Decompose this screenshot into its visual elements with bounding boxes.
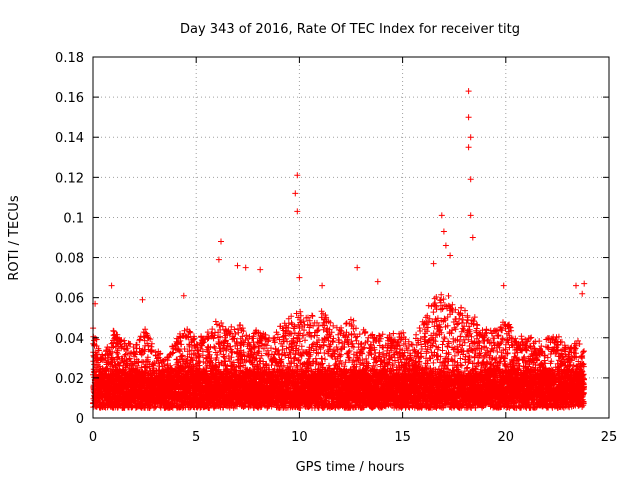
x-tick-label: 10 <box>291 430 308 445</box>
data-point-marker <box>163 327 188 411</box>
data-point-marker <box>290 308 315 411</box>
data-point-marker <box>529 335 553 411</box>
y-tick-label: 0.04 <box>55 332 84 347</box>
data-point-marker <box>511 333 536 411</box>
data-point-marker <box>437 291 463 411</box>
y-tick-label: 0.18 <box>55 51 84 66</box>
data-point-marker <box>254 329 279 411</box>
axis-ticks: 0 0.02 0.04 0.06 0.08 0.1 0.12 0.14 0.16 0.18 0 5 10… <box>55 51 617 445</box>
x-tick-label: 25 <box>601 430 618 445</box>
x-tick-label: 20 <box>498 430 515 445</box>
data-points <box>90 88 588 411</box>
data-point-marker <box>144 334 170 411</box>
plot-frame <box>92 56 610 419</box>
y-tick-label: 0.08 <box>55 252 84 267</box>
data-point-marker <box>217 320 242 411</box>
chart-title: Day 343 of 2016, Rate Of TEC Index for r… <box>180 22 520 37</box>
x-tick-label: 15 <box>394 430 411 445</box>
y-tick-label: 0.12 <box>55 171 84 186</box>
data-point-marker <box>346 316 371 411</box>
x-tick-label: 5 <box>192 430 200 445</box>
x-tick-label: 0 <box>89 430 97 445</box>
x-axis-label: GPS time / hours <box>296 460 405 475</box>
data-point-marker <box>492 319 518 411</box>
y-tick-label: 0.06 <box>55 292 84 307</box>
data-point-marker <box>235 322 261 411</box>
y-axis-label: ROTI / TECUs <box>7 195 22 280</box>
data-point-marker <box>92 88 588 411</box>
data-point-marker <box>419 294 444 411</box>
data-point-marker <box>327 320 352 411</box>
data-point-marker <box>181 326 206 411</box>
data-point-marker <box>126 326 151 411</box>
data-point-marker <box>364 331 389 411</box>
y-tick-label: 0.02 <box>55 372 84 387</box>
y-tick-label: 0 <box>76 412 84 427</box>
data-point-marker <box>546 333 572 411</box>
data-point-marker <box>309 308 334 411</box>
y-tick-label: 0.1 <box>63 211 84 226</box>
y-tick-label: 0.16 <box>55 91 84 106</box>
y-tick-label: 0.14 <box>55 131 84 146</box>
